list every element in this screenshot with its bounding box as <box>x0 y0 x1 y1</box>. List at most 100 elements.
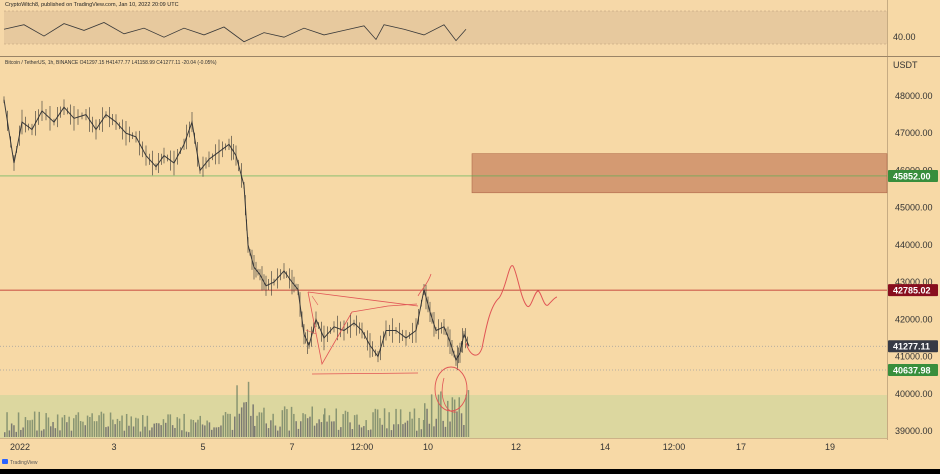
volume-bar <box>215 427 218 437</box>
volume-bar <box>158 423 160 437</box>
volume-bar <box>442 420 444 437</box>
volume-bar <box>222 415 224 437</box>
price-tick-label: 41000.00 <box>895 352 933 362</box>
volume-bar <box>8 430 11 437</box>
volume-bar <box>433 426 435 437</box>
volume-bar <box>379 418 381 437</box>
volume-bar <box>247 381 250 437</box>
volume-bar <box>84 425 86 437</box>
time-tick-label: 19 <box>825 442 835 452</box>
volume-bar <box>121 415 123 437</box>
volume-bar <box>29 420 31 437</box>
volume-bar <box>123 430 126 437</box>
time-tick-label: 2022 <box>10 442 30 452</box>
price-tick-label: 42000.00 <box>895 314 933 324</box>
volume-bar <box>426 408 428 437</box>
volume-bar <box>227 413 229 437</box>
volume-bar <box>36 430 38 437</box>
volume-bar <box>96 421 98 437</box>
volume-bar <box>344 410 347 437</box>
volume-bar <box>351 429 354 437</box>
arrow-stroke <box>417 273 432 297</box>
volume-bar <box>451 397 454 437</box>
volume-bar <box>337 429 340 437</box>
volume-bar <box>70 430 73 437</box>
time-tick-label: 5 <box>200 442 205 452</box>
volume-bar <box>162 419 165 437</box>
volume-bar <box>274 425 277 437</box>
volume-bar <box>335 408 337 437</box>
volume-bar <box>360 427 363 437</box>
volume-bar <box>125 413 128 437</box>
triangle-pattern-line <box>307 291 418 366</box>
volume-bar <box>416 430 418 437</box>
volume-bar <box>428 423 431 437</box>
volume-bar <box>383 408 386 437</box>
volume-bar <box>68 416 70 437</box>
volume-bar <box>61 417 63 437</box>
circle-annotation <box>434 366 468 412</box>
volume-bar <box>54 428 57 437</box>
volume-bar <box>66 422 68 437</box>
price-axis[interactable]: USDT 48000.0047000.0046000.0045000.00440… <box>888 32 938 436</box>
volume-bar <box>50 426 52 437</box>
volume-bar <box>199 415 201 437</box>
price-tag-text: 42785.02 <box>893 286 931 296</box>
volume-bar <box>197 419 199 437</box>
volume-bar <box>146 415 149 437</box>
volume-bar <box>422 419 425 437</box>
volume-bar <box>151 427 153 437</box>
volume-bar <box>456 411 458 437</box>
volume-bar <box>297 428 300 437</box>
volume-bar <box>463 424 465 437</box>
volume-bar <box>155 423 158 437</box>
volume-bar <box>363 426 365 437</box>
volume-bar <box>144 426 146 437</box>
horizontal-lines <box>0 175 887 371</box>
volume-bar <box>406 420 409 437</box>
time-tick-label: 14 <box>600 442 610 452</box>
volume-bar <box>330 421 333 437</box>
volume-bar <box>328 415 331 437</box>
volume-bar <box>183 413 185 437</box>
currency-label: USDT <box>893 60 918 70</box>
volume-bar <box>370 429 372 437</box>
volume-bar <box>236 385 238 437</box>
volume-bar <box>313 425 316 437</box>
volume-bar <box>24 417 27 437</box>
volume-bar <box>258 412 261 437</box>
volume-bar <box>130 416 132 437</box>
volume-bar <box>15 431 17 437</box>
volume-bar <box>93 421 96 437</box>
tradingview-logo: TradingView <box>2 459 38 466</box>
volume-bar <box>22 427 24 437</box>
volume-bar <box>404 422 406 437</box>
price-tick-label: 45000.00 <box>895 203 933 213</box>
volume-bar <box>453 399 456 437</box>
time-axis-labels[interactable]: 2022 3 5 7 12:00 10 12 14 12:00 17 19 <box>10 442 835 452</box>
volume-bar <box>135 417 137 437</box>
volume-bar <box>449 421 451 437</box>
volume-bar <box>204 425 206 437</box>
supply-zone <box>471 153 888 194</box>
volume-bar <box>409 411 411 437</box>
volume-bar <box>59 430 61 437</box>
time-tick-label: 17 <box>736 442 746 452</box>
volume-bar <box>98 415 100 437</box>
volume-bar <box>386 428 388 437</box>
annotation-drawings <box>305 265 558 413</box>
volume-bar <box>229 413 231 437</box>
small-marks <box>305 295 319 335</box>
price-tag-text: 45852.00 <box>893 171 931 181</box>
volume-bar <box>139 431 142 437</box>
volume-bar <box>300 421 302 437</box>
volume-bar <box>283 406 286 437</box>
volume-bar <box>435 418 437 437</box>
volume-bar <box>365 420 367 437</box>
price-tick-label: 44000.00 <box>895 240 933 250</box>
volume-bar <box>424 403 426 437</box>
volume-bar <box>311 406 313 437</box>
volume-bar <box>381 424 383 437</box>
volume-bar <box>252 404 254 437</box>
